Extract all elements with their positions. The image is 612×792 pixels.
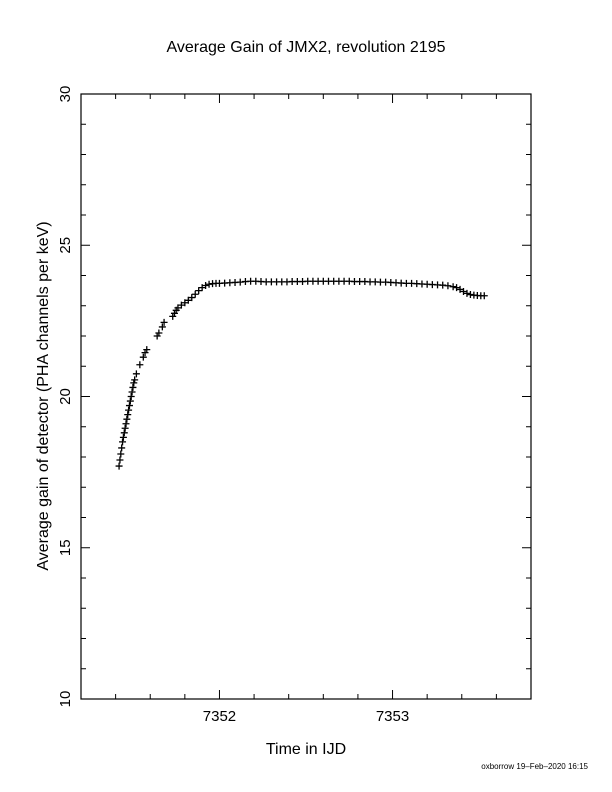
data-point: [116, 456, 124, 464]
data-point: [117, 450, 125, 458]
data-point: [129, 383, 137, 391]
data-point: [119, 438, 127, 446]
data-point: [136, 361, 144, 369]
data-point: [124, 411, 132, 419]
tick-labels: 10 15 20 25 30 7352 7353: [57, 86, 409, 725]
plot-frame: [80, 93, 532, 700]
data-point: [449, 283, 457, 291]
data-point: [126, 397, 134, 405]
x-tick-label: 7352: [203, 708, 236, 725]
data-point: [125, 406, 133, 414]
data-point: [115, 462, 123, 470]
data-point: [118, 444, 126, 452]
data-point: [139, 353, 147, 361]
footer-credit: oxborrow 19–Feb–2020 16:15: [481, 762, 588, 771]
data-point: [463, 289, 471, 297]
data-point: [130, 379, 138, 387]
x-axis-label: Time in IJD: [266, 741, 346, 758]
data-point: [128, 388, 136, 396]
y-tick-label: 30: [57, 86, 74, 103]
y-tick-label: 15: [57, 539, 74, 556]
chart-title: Average Gain of JMX2, revolution 2195: [167, 39, 446, 56]
y-tick-label: 20: [57, 388, 74, 405]
data-point: [202, 281, 210, 289]
data-point: [143, 346, 151, 354]
data-point: [122, 420, 130, 428]
data-point: [191, 290, 199, 298]
data-point: [120, 429, 128, 437]
data-point: [155, 329, 163, 337]
y-tick-label: 25: [57, 237, 74, 254]
data-point: [123, 415, 131, 423]
data-point: [158, 323, 166, 331]
y-tick-label: 10: [57, 691, 74, 708]
data-point: [160, 318, 168, 326]
data-point: [480, 292, 488, 300]
data-point: [132, 370, 140, 378]
data-point: [125, 402, 133, 410]
data-point: [188, 294, 196, 302]
data-point: [121, 424, 129, 432]
data-point: [444, 282, 452, 290]
data-point: [119, 433, 127, 441]
axis-ticks: [80, 93, 532, 700]
x-tick-label: 7353: [376, 708, 409, 725]
data-points: [115, 277, 488, 470]
data-point: [131, 376, 139, 384]
data-point: [195, 287, 203, 295]
data-point: [127, 393, 135, 400]
y-axis-label: Average gain of detector (PHA channels p…: [35, 221, 52, 570]
